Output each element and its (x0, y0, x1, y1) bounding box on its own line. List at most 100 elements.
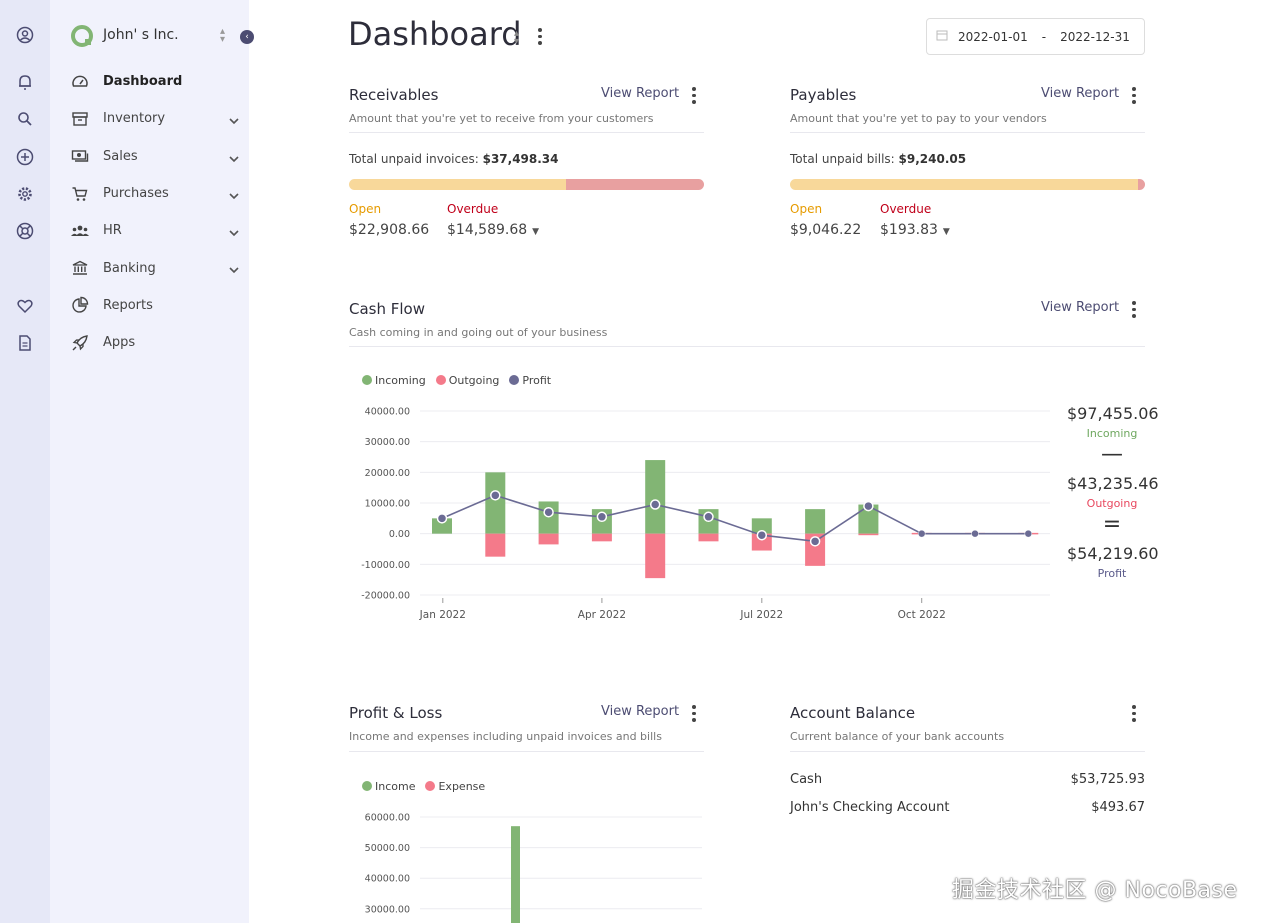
x-tick-label: Oct 2022 (898, 609, 946, 621)
cart-icon (70, 184, 90, 204)
incoming-bar (485, 472, 506, 534)
gear-icon[interactable] (13, 182, 37, 206)
overdue-label: Overdue (447, 202, 499, 216)
open-label: Open (790, 202, 823, 216)
outgoing-bar (858, 533, 879, 536)
divider (349, 132, 704, 133)
x-tick-label: Apr 2022 (578, 609, 626, 621)
cash-flow-view-report-link[interactable]: View Report (1041, 300, 1120, 315)
nav-label: Reports (103, 297, 153, 313)
collapse-sidebar-icon[interactable]: ‹ (240, 30, 254, 44)
chevron-down-icon[interactable] (228, 112, 240, 131)
nav-item-hr[interactable]: HR (70, 212, 240, 249)
receivables-title: Receivables (349, 86, 439, 104)
lifebuoy-icon[interactable] (13, 219, 37, 243)
date-range-picker[interactable]: 2022-01-01 - 2022-12-31 (926, 18, 1145, 55)
payables-total-value: $9,240.05 (898, 152, 967, 166)
payables-subtitle: Amount that you're yet to pay to your ve… (790, 112, 1047, 125)
nav-item-purchases[interactable]: Purchases (70, 175, 240, 212)
outgoing-total-label: Outgoing (1086, 497, 1138, 510)
chevron-down-icon[interactable] (228, 150, 240, 169)
account-row[interactable]: Cash $53,725.93 (790, 772, 1145, 787)
dashboard-menu-icon[interactable] (537, 28, 543, 45)
y-tick-label: 20000.00 (365, 468, 410, 479)
bell-icon[interactable] (13, 70, 37, 94)
profit-total: $54,219.60 (1067, 544, 1159, 563)
receivables-overdue-segment (565, 179, 704, 190)
account-row[interactable]: John's Checking Account $493.67 (790, 800, 1145, 815)
nav-item-reports[interactable]: Reports (70, 287, 240, 324)
heart-icon[interactable] (13, 294, 37, 318)
incoming-bar (751, 518, 772, 534)
receivables-menu-icon[interactable] (691, 87, 697, 104)
profit-point (703, 511, 714, 523)
account-name: John's Checking Account (790, 800, 950, 815)
profit-point (490, 490, 501, 501)
cash-flow-totals: $97,455.06 Incoming — $43,235.46 Outgoin… (1067, 404, 1159, 580)
profit-loss-view-report-link[interactable]: View Report (601, 704, 680, 719)
nav-item-inventory[interactable]: Inventory (70, 100, 240, 137)
nav-item-apps[interactable]: Apps (70, 324, 240, 361)
legend-item-expense[interactable]: Expense (425, 780, 485, 793)
income-bar (511, 826, 520, 923)
x-tick-label: Jul 2022 (739, 609, 783, 621)
receivables-progress-bar (349, 179, 704, 190)
user-icon[interactable] (13, 23, 37, 47)
date-from[interactable]: 2022-01-01 (958, 29, 1028, 44)
org-switcher[interactable]: John' s Inc. ▴ ▾ (70, 24, 270, 48)
nav-item-banking[interactable]: Banking (70, 249, 240, 286)
search-icon[interactable] (13, 107, 37, 131)
document-icon[interactable] (13, 331, 37, 355)
caret-down-icon[interactable]: ▼ (532, 227, 540, 237)
y-tick-label: 30000.00 (365, 904, 410, 915)
chevron-down-icon[interactable] (228, 187, 240, 206)
legend-item-profit[interactable]: Profit (509, 374, 551, 387)
account-balance-menu-icon[interactable] (1131, 705, 1137, 722)
incoming-bar (538, 501, 559, 534)
cash-flow-title: Cash Flow (349, 300, 425, 318)
watermark: 掘金技术社区 @ NocoBase (952, 878, 1238, 903)
y-tick-label: 60000.00 (365, 813, 410, 824)
dashboard-switch-icon[interactable]: ▴ ▾ (514, 28, 520, 47)
payables-menu-icon[interactable] (1131, 87, 1137, 104)
pie-chart-icon (70, 295, 90, 315)
divider (349, 751, 704, 752)
payables-overdue-stat: Overdue $193.83 ▼ (880, 202, 950, 238)
gauge-icon (70, 72, 90, 92)
legend-item-income[interactable]: Income (362, 780, 415, 793)
nav-label: HR (103, 223, 122, 239)
main-content: Dashboard ▴ ▾ 2022-01-01 - 2022-12-31 Rec… (250, 0, 1280, 923)
payables-open-segment (790, 179, 1138, 190)
receivables-view-report-link[interactable]: View Report (601, 86, 680, 101)
overdue-value: $14,589.68 (447, 222, 528, 238)
nav-item-dashboard[interactable]: Dashboard (70, 63, 240, 100)
payables-overdue-segment (1137, 179, 1145, 190)
y-tick-label: 10000.00 (365, 499, 410, 510)
cash-icon (70, 146, 90, 166)
rocket-icon (70, 333, 90, 353)
legend-item-outgoing[interactable]: Outgoing (435, 374, 499, 387)
caret-down-icon[interactable]: ▼ (942, 227, 950, 237)
legend-item-incoming[interactable]: Incoming (362, 374, 426, 387)
nav-label: Apps (103, 335, 136, 351)
add-circle-icon[interactable] (13, 145, 37, 169)
chevron-down-icon[interactable] (228, 261, 240, 280)
chevron-down-icon[interactable] (228, 224, 240, 243)
bank-icon (70, 258, 90, 278)
y-tick-label: 30000.00 (365, 437, 410, 448)
outgoing-bar (751, 533, 772, 551)
chevron-updown-icon[interactable]: ▴ ▾ (220, 26, 226, 45)
receivables-subtitle: Amount that you're yet to receive from y… (349, 112, 654, 125)
date-to[interactable]: 2022-12-31 (1060, 29, 1130, 44)
org-logo-icon (71, 25, 93, 47)
profit-loss-menu-icon[interactable] (691, 705, 697, 722)
nav-item-sales[interactable]: Sales (70, 138, 240, 175)
cash-flow-menu-icon[interactable] (1131, 301, 1137, 318)
archive-icon (70, 109, 90, 129)
divider (790, 132, 1145, 133)
payables-header: Payables Amount that you're yet to pay t… (790, 86, 1047, 125)
y-tick-label: 0.00 (389, 529, 410, 540)
cash-flow-subtitle: Cash coming in and going out of your bus… (349, 326, 608, 339)
payables-title: Payables (790, 86, 857, 104)
payables-view-report-link[interactable]: View Report (1041, 86, 1120, 101)
